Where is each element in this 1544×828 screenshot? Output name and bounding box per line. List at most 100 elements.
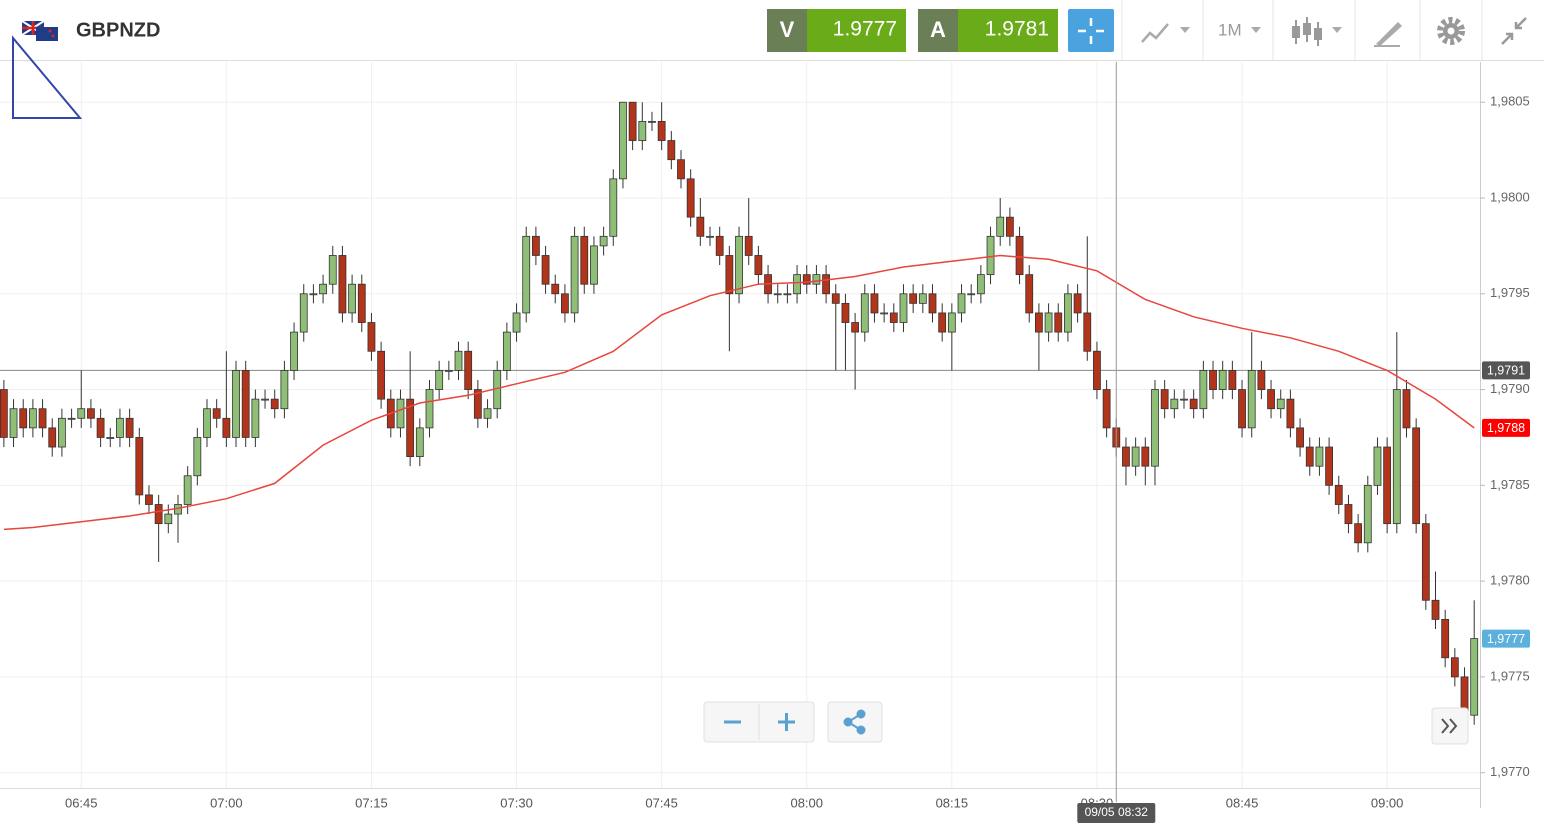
candle-body [1160, 389, 1169, 410]
candle-type-button[interactable] [1292, 17, 1342, 46]
candle-body [889, 312, 898, 323]
candle-body [1247, 370, 1256, 429]
sell-price: 1.9777 [833, 18, 897, 41]
sell-button[interactable]: V 1.9777 [767, 9, 906, 52]
flag-icon [21, 20, 58, 41]
candle-body [1392, 389, 1401, 525]
candle-body [1025, 274, 1034, 314]
candle-body [183, 475, 192, 505]
candle-body [609, 178, 618, 237]
candle-body [744, 235, 753, 256]
candle-body [860, 293, 869, 333]
candle-body [1450, 657, 1459, 678]
gear-teeth [1437, 17, 1465, 45]
x-tick-label: 08:15 [936, 795, 969, 810]
candle-body [19, 408, 28, 429]
price-tag [1482, 361, 1530, 380]
x-tick-label: 09:00 [1371, 795, 1404, 810]
candle-body [290, 331, 298, 371]
crosshair-button-bg [1068, 9, 1114, 52]
dropdown-arrow [1180, 27, 1190, 33]
candle-body [1441, 619, 1450, 659]
crosshair-button[interactable] [1068, 9, 1114, 52]
candle-body [1238, 389, 1246, 429]
candle-body [1035, 312, 1043, 333]
x-tick-label: 07:15 [355, 795, 388, 810]
candle-body [918, 293, 927, 304]
candle-body [1141, 446, 1150, 467]
candle-body [512, 312, 521, 333]
candle-body [735, 235, 743, 295]
flag-star [48, 29, 52, 33]
candle-body [1305, 446, 1314, 467]
candle-body [986, 235, 995, 276]
candle-body [425, 389, 434, 429]
candle-body [1334, 484, 1343, 505]
candle-body [1180, 398, 1188, 401]
x-tick-label: 07:00 [210, 795, 243, 810]
candle-body [928, 293, 937, 314]
candle-body [619, 101, 627, 180]
candle-body [1325, 446, 1333, 486]
candle-body [1015, 235, 1024, 276]
settings-button[interactable] [1437, 17, 1465, 45]
candle-body [454, 350, 463, 371]
y-tick-label: 1,9785 [1490, 477, 1530, 492]
candle-body [1199, 370, 1208, 410]
candle-body [270, 398, 279, 410]
candle-body [348, 283, 357, 314]
candle-body [696, 216, 705, 237]
drawing-triangle[interactable] [12, 35, 83, 119]
moving-average-line [3, 254, 1475, 531]
candle-body [435, 370, 444, 390]
candle-body [715, 235, 724, 256]
y-tick-label: 1,9790 [1490, 381, 1530, 396]
candle-body [880, 312, 889, 315]
candle-body [1170, 398, 1179, 410]
buy-button[interactable]: A 1.9781 [918, 9, 1058, 52]
candle-body [444, 370, 453, 372]
candle-body [561, 293, 569, 314]
candle-body [822, 274, 830, 295]
candle-body [1257, 370, 1266, 390]
candle-body [725, 255, 734, 295]
candle-body [48, 427, 57, 448]
y-tick-label: 1,9770 [1490, 764, 1530, 779]
candle-body [193, 437, 202, 477]
candle-body [328, 255, 337, 285]
candle-body [1122, 446, 1130, 467]
candle-body [551, 283, 560, 295]
candle-body [464, 350, 473, 390]
candle-body [1286, 398, 1295, 429]
candle-body [1131, 446, 1140, 467]
candle-body [232, 370, 240, 438]
crosshair-icon [1078, 18, 1104, 44]
candle-body [686, 178, 695, 218]
draw-tool-button[interactable] [1374, 22, 1402, 47]
buy-label: A [930, 17, 946, 42]
dropdown-arrow [1332, 27, 1342, 33]
candle-body [967, 293, 976, 296]
timeframe-button[interactable]: 1M [1218, 20, 1261, 39]
candle-body [106, 437, 115, 439]
candle-body [1218, 370, 1227, 390]
candle-body [1044, 312, 1053, 333]
candle-body [638, 120, 647, 141]
gear-hole [1447, 27, 1455, 35]
candle-body [783, 293, 792, 296]
candle-body [1315, 446, 1324, 467]
candle-body [261, 398, 269, 401]
share-box[interactable] [827, 701, 883, 743]
zoom-in[interactable] [778, 713, 795, 731]
price-tag [1482, 418, 1530, 437]
collapse-button[interactable] [1501, 17, 1527, 45]
crosshair-tag [1077, 803, 1156, 823]
chart-type-button[interactable] [1141, 23, 1190, 43]
scroll-end-button[interactable] [1431, 707, 1469, 745]
candle-icon [1303, 23, 1311, 35]
candle-body [1383, 446, 1392, 525]
candle-body [870, 293, 879, 314]
candle-body [406, 398, 415, 458]
candle-body [135, 437, 144, 496]
